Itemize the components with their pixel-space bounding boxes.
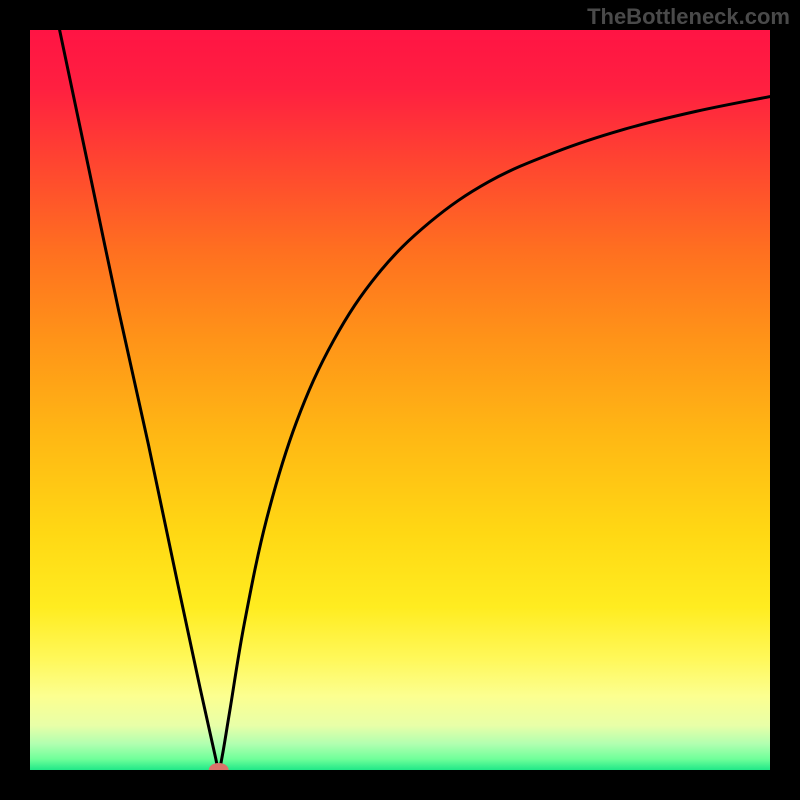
optimum-marker — [209, 763, 229, 770]
watermark-text: TheBottleneck.com — [587, 4, 790, 30]
curve-layer — [30, 30, 770, 770]
bottleneck-curve — [60, 30, 770, 770]
plot-area — [30, 30, 770, 770]
